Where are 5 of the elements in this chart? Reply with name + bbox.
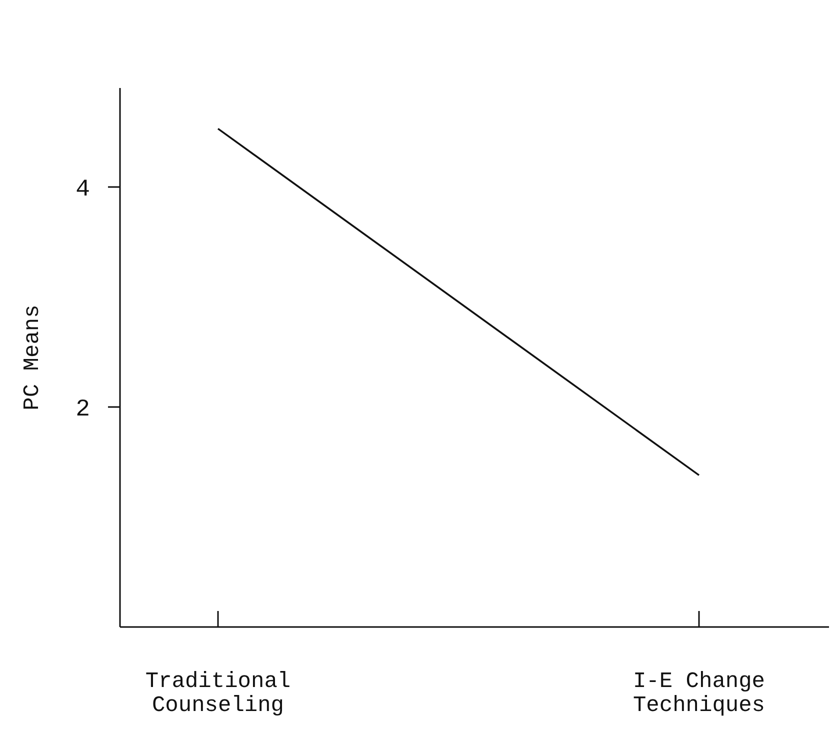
y-axis-title: PC Means [20, 304, 45, 410]
y-tick-label: 4 [76, 176, 90, 204]
x-tick-label: I-E Change Techniques [632, 669, 766, 718]
x-tick-label: Traditional Counseling [145, 669, 291, 718]
y-tick-label: 2 [76, 396, 90, 424]
